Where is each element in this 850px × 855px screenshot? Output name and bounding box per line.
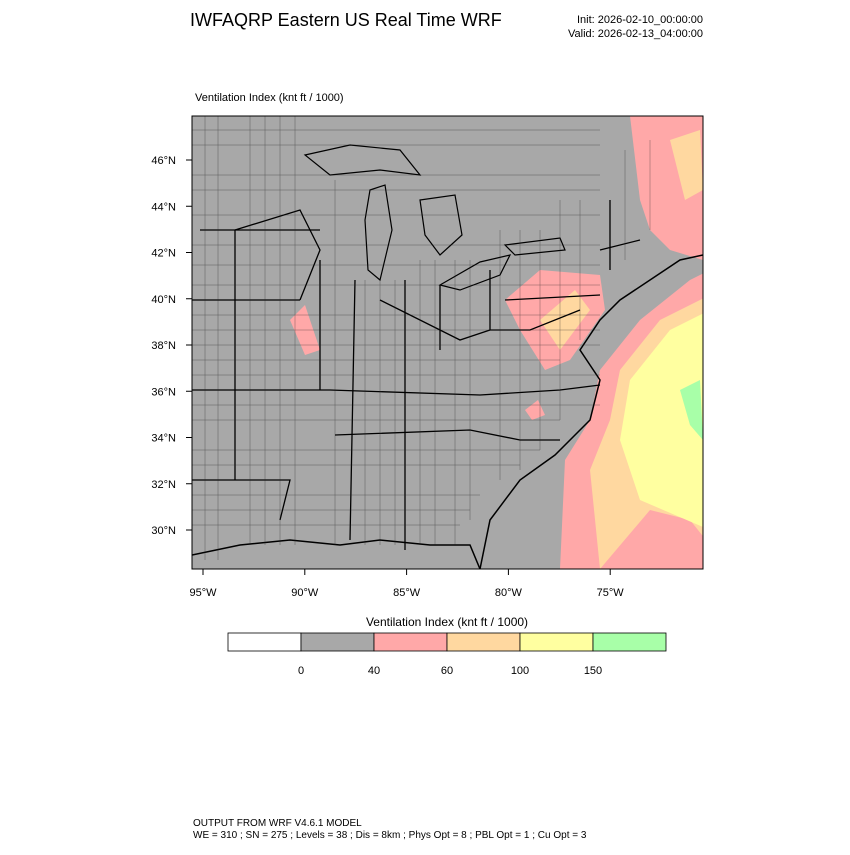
init-time: Init: 2026-02-10_00:00:00: [577, 14, 703, 26]
colorbar: 0 40 60 100 150: [227, 632, 667, 677]
colorbar-box: [373, 632, 448, 652]
lon-label: 95°W: [189, 587, 217, 599]
lat-label: 36°N: [151, 386, 176, 398]
colorbar-box: [592, 632, 667, 652]
colorbar-title: Ventilation Index (knt ft / 1000): [366, 615, 528, 629]
lat-label: 34°N: [151, 433, 176, 445]
lat-label: 32°N: [151, 479, 176, 491]
colorbar-label: 40: [368, 665, 380, 677]
colorbar-label: 0: [298, 665, 304, 677]
county-grid: [192, 116, 651, 560]
axis-labels: 46°N 44°N 42°N 40°N 38°N 36°N 34°N 32°N 30°N 95°W…: [151, 155, 624, 599]
map-frame: [191, 115, 704, 570]
colorbar-box: [300, 632, 375, 652]
lon-label: 85°W: [393, 587, 421, 599]
valid-time: Valid: 2026-02-13_04:00:00: [568, 28, 703, 40]
lon-label: 75°W: [597, 587, 625, 599]
shading-mid2: [540, 290, 590, 350]
map-subtitle: Ventilation Index (knt ft / 1000): [195, 92, 344, 104]
colorbar-label: 150: [584, 665, 602, 677]
footer-line: WE = 310 ; SN = 275 ; Levels = 38 ; Dis …: [193, 830, 587, 841]
lat-label: 42°N: [151, 248, 176, 260]
lat-label: 40°N: [151, 294, 176, 306]
lat-label: 38°N: [151, 340, 176, 352]
shading-yellow: [620, 313, 703, 527]
colorbar-box: [519, 632, 594, 652]
lat-label: 46°N: [151, 155, 176, 167]
colorbar-box: [446, 632, 521, 652]
footer-line: OUTPUT FROM WRF V4.6.1 MODEL: [193, 818, 362, 829]
coastline: [479, 254, 703, 569]
map: [191, 115, 704, 570]
lat-label: 30°N: [151, 525, 176, 537]
lon-label: 80°W: [495, 587, 523, 599]
title: IWFAQRP Eastern US Real Time WRF: [190, 10, 502, 30]
colorbar-label: 60: [441, 665, 453, 677]
gulf-coast: [192, 539, 481, 569]
colorbar-box: [227, 632, 302, 652]
lon-label: 90°W: [291, 587, 319, 599]
colorbar-label: 100: [511, 665, 529, 677]
shading-green: [680, 380, 703, 440]
shading-ne2: [670, 130, 703, 200]
lat-label: 44°N: [151, 201, 176, 213]
